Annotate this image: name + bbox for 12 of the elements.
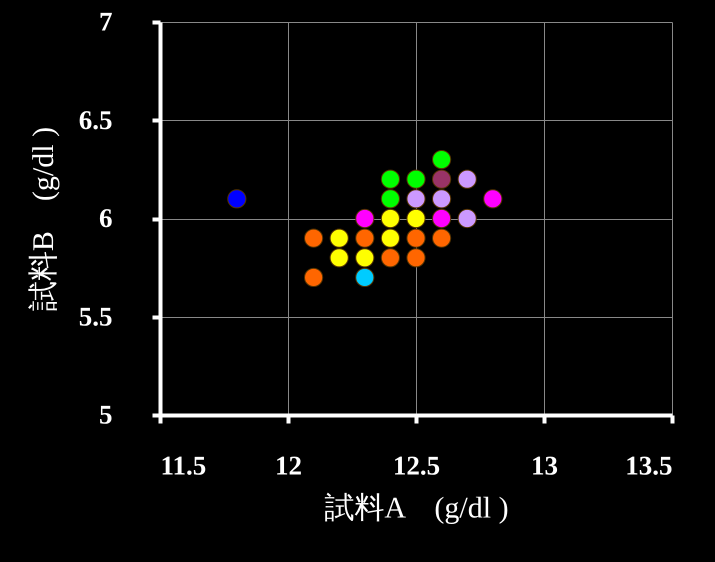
y-tick-label: 6.5 (78, 104, 112, 135)
x-axis-title: 試料A (g/dl ) (324, 492, 509, 524)
x-tick-label: 13 (531, 450, 558, 480)
x-tick-label: 12 (275, 450, 302, 480)
y-axis-title: 試料B (g/dl ) (26, 126, 60, 312)
x-tick-label: 13.5 (625, 450, 672, 480)
y-tick-label: 6 (99, 203, 112, 233)
y-tick-label: 5 (99, 400, 112, 430)
x-tick-label: 12.5 (392, 450, 440, 480)
y-tick-label: 5.5 (78, 301, 112, 332)
x-tick-label: 11.5 (160, 450, 206, 480)
y-tick-label: 7 (99, 6, 112, 36)
